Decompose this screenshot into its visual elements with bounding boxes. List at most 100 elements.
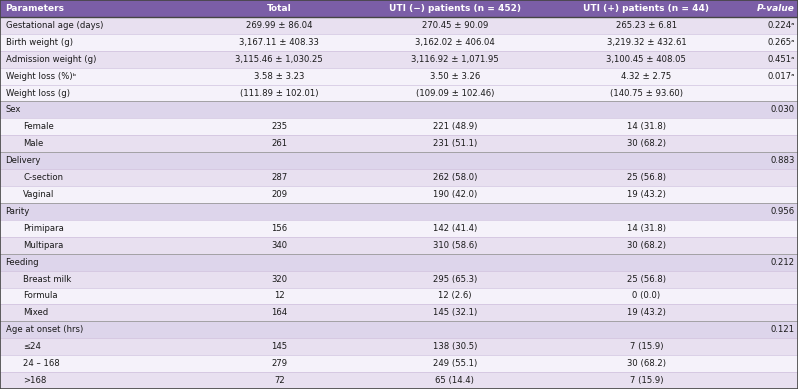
- Text: 3,167.11 ± 408.33: 3,167.11 ± 408.33: [239, 38, 319, 47]
- Text: 190 (42.0): 190 (42.0): [433, 190, 477, 199]
- Text: 320: 320: [271, 275, 287, 284]
- Text: Delivery: Delivery: [6, 156, 41, 165]
- Bar: [0, 169, 798, 186]
- Text: (111.89 ± 102.01): (111.89 ± 102.01): [240, 89, 318, 98]
- Text: 287: 287: [271, 173, 287, 182]
- Text: Mixed: Mixed: [23, 308, 49, 317]
- Text: 145 (32.1): 145 (32.1): [433, 308, 477, 317]
- Bar: [0, 203, 798, 220]
- Text: ≤24: ≤24: [23, 342, 41, 351]
- Text: P-value: P-value: [757, 4, 795, 13]
- Text: Sex: Sex: [6, 105, 21, 114]
- Text: 24 – 168: 24 – 168: [23, 359, 60, 368]
- Text: 65 (14.4): 65 (14.4): [436, 376, 474, 385]
- Text: 261: 261: [271, 139, 287, 148]
- Text: 3,116.92 ± 1,071.95: 3,116.92 ± 1,071.95: [411, 55, 499, 64]
- Text: Parameters: Parameters: [6, 4, 65, 13]
- Text: (140.75 ± 93.60): (140.75 ± 93.60): [610, 89, 683, 98]
- Text: 340: 340: [271, 241, 287, 250]
- Text: 0.212: 0.212: [771, 258, 795, 266]
- Text: 30 (68.2): 30 (68.2): [627, 359, 666, 368]
- Text: 0.451ᵃ: 0.451ᵃ: [768, 55, 795, 64]
- Text: 265.23 ± 6.81: 265.23 ± 6.81: [616, 21, 677, 30]
- Text: Total: Total: [267, 4, 292, 13]
- Text: 0.030: 0.030: [771, 105, 795, 114]
- Text: UTI (−) patients (n = 452): UTI (−) patients (n = 452): [389, 4, 521, 13]
- Text: 0 (0.0): 0 (0.0): [632, 291, 661, 300]
- Text: 164: 164: [271, 308, 287, 317]
- Text: >168: >168: [23, 376, 46, 385]
- Text: 156: 156: [271, 224, 287, 233]
- Text: C-section: C-section: [23, 173, 63, 182]
- Text: 235: 235: [271, 123, 287, 131]
- Text: Male: Male: [23, 139, 43, 148]
- Bar: [0, 34, 798, 51]
- Bar: [0, 305, 798, 321]
- Bar: [0, 372, 798, 389]
- Text: 12 (2.6): 12 (2.6): [438, 291, 472, 300]
- Text: 249 (55.1): 249 (55.1): [433, 359, 477, 368]
- Text: 0.017ᵃ: 0.017ᵃ: [768, 72, 795, 81]
- Bar: [0, 68, 798, 84]
- Text: 25 (56.8): 25 (56.8): [627, 173, 666, 182]
- Bar: [0, 0, 798, 17]
- Text: 19 (43.2): 19 (43.2): [627, 190, 666, 199]
- Text: 269.99 ± 86.04: 269.99 ± 86.04: [246, 21, 313, 30]
- Bar: [0, 51, 798, 68]
- Text: 138 (30.5): 138 (30.5): [433, 342, 477, 351]
- Text: 0.224ᵃ: 0.224ᵃ: [768, 21, 795, 30]
- Text: Weight loss (%)ᵇ: Weight loss (%)ᵇ: [6, 72, 76, 81]
- Text: 262 (58.0): 262 (58.0): [433, 173, 477, 182]
- Text: 221 (48.9): 221 (48.9): [433, 123, 477, 131]
- Text: Weight loss (g): Weight loss (g): [6, 89, 69, 98]
- Text: Gestational age (days): Gestational age (days): [6, 21, 103, 30]
- Bar: [0, 84, 798, 102]
- Text: 279: 279: [271, 359, 287, 368]
- Bar: [0, 102, 798, 118]
- Text: Birth weight (g): Birth weight (g): [6, 38, 73, 47]
- Bar: [0, 17, 798, 34]
- Bar: [0, 271, 798, 287]
- Text: 270.45 ± 90.09: 270.45 ± 90.09: [421, 21, 488, 30]
- Text: UTI (+) patients (n = 44): UTI (+) patients (n = 44): [583, 4, 709, 13]
- Text: 145: 145: [271, 342, 287, 351]
- Text: 0.121: 0.121: [771, 325, 795, 334]
- Text: 209: 209: [271, 190, 287, 199]
- Text: 3.58 ± 3.23: 3.58 ± 3.23: [254, 72, 305, 81]
- Text: (109.09 ± 102.46): (109.09 ± 102.46): [416, 89, 494, 98]
- Text: Vaginal: Vaginal: [23, 190, 54, 199]
- Text: 3,115.46 ± 1,030.25: 3,115.46 ± 1,030.25: [235, 55, 323, 64]
- Bar: [0, 338, 798, 355]
- Text: Breast milk: Breast milk: [23, 275, 72, 284]
- Text: 4.32 ± 2.75: 4.32 ± 2.75: [622, 72, 671, 81]
- Text: Feeding: Feeding: [6, 258, 39, 266]
- Bar: [0, 237, 798, 254]
- Bar: [0, 186, 798, 203]
- Bar: [0, 220, 798, 237]
- Text: 7 (15.9): 7 (15.9): [630, 376, 663, 385]
- Text: Parity: Parity: [6, 207, 30, 216]
- Text: 19 (43.2): 19 (43.2): [627, 308, 666, 317]
- Text: 30 (68.2): 30 (68.2): [627, 139, 666, 148]
- Bar: [0, 254, 798, 271]
- Bar: [0, 152, 798, 169]
- Text: 231 (51.1): 231 (51.1): [433, 139, 477, 148]
- Text: 14 (31.8): 14 (31.8): [627, 123, 666, 131]
- Bar: [0, 355, 798, 372]
- Text: 0.883: 0.883: [770, 156, 795, 165]
- Text: 72: 72: [274, 376, 285, 385]
- Text: Age at onset (hrs): Age at onset (hrs): [6, 325, 83, 334]
- Text: 3,219.32 ± 432.61: 3,219.32 ± 432.61: [606, 38, 686, 47]
- Text: 3,162.02 ± 406.04: 3,162.02 ± 406.04: [415, 38, 495, 47]
- Text: 7 (15.9): 7 (15.9): [630, 342, 663, 351]
- Bar: [0, 287, 798, 305]
- Text: Multipara: Multipara: [23, 241, 64, 250]
- Text: Admission weight (g): Admission weight (g): [6, 55, 96, 64]
- Text: Formula: Formula: [23, 291, 57, 300]
- Text: 25 (56.8): 25 (56.8): [627, 275, 666, 284]
- Bar: [0, 321, 798, 338]
- Text: 0.956: 0.956: [771, 207, 795, 216]
- Text: 0.265ᵃ: 0.265ᵃ: [768, 38, 795, 47]
- Bar: [0, 135, 798, 152]
- Text: 3,100.45 ± 408.05: 3,100.45 ± 408.05: [606, 55, 686, 64]
